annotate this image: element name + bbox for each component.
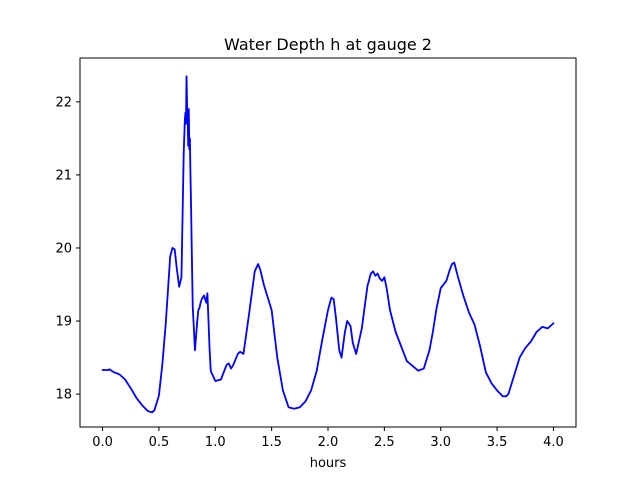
y-tick-label: 20 [55, 241, 72, 256]
x-tick-label: 0.5 [149, 435, 170, 450]
y-axis: 18 19 20 21 22 [55, 95, 80, 403]
x-axis: 0.0 0.5 1.0 1.5 2.0 2.5 3.0 3.5 4.0 [92, 427, 564, 450]
x-tick-label: 4.0 [543, 435, 564, 450]
x-tick-label: 2.0 [318, 435, 339, 450]
y-tick-label: 21 [55, 168, 72, 183]
x-tick-label: 2.5 [374, 435, 395, 450]
x-tick-label: 1.0 [205, 435, 226, 450]
x-tick-label: 3.5 [487, 435, 508, 450]
y-tick-label: 19 [55, 315, 72, 330]
y-tick-label: 18 [55, 388, 72, 403]
series-line [101, 75, 555, 414]
x-axis-label: hours [310, 456, 347, 471]
chart-title: Water Depth h at gauge 2 [224, 35, 432, 54]
x-tick-label: 0.0 [92, 435, 113, 450]
x-tick-label: 1.5 [261, 435, 282, 450]
plot-frame [79, 57, 577, 428]
y-tick-label: 22 [55, 95, 72, 110]
x-tick-label: 3.0 [430, 435, 451, 450]
